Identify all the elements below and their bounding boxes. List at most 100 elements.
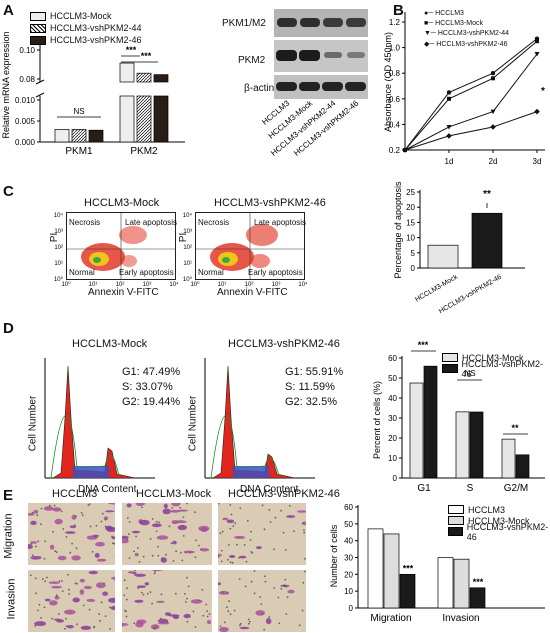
membrane-pore <box>161 557 163 560</box>
membrane-pore <box>303 531 306 534</box>
stained-cell <box>136 585 146 588</box>
stat-s: S: 33.07% <box>122 381 173 393</box>
tick-label: 10¹ <box>54 261 63 267</box>
tick-label: 20 <box>388 434 397 443</box>
membrane-pore <box>55 551 58 553</box>
tick-label: 10² <box>183 245 192 251</box>
membrane-pore <box>250 580 253 583</box>
membrane-pore <box>155 520 158 523</box>
tick-label: 40 <box>344 537 353 546</box>
tick-label: 10¹ <box>183 261 192 267</box>
membrane-pore <box>35 592 37 595</box>
bar <box>427 244 459 269</box>
membrane-pore <box>253 592 256 595</box>
stained-cell <box>30 556 42 560</box>
membrane-pore <box>37 609 39 612</box>
bar <box>136 95 152 143</box>
membrane-pore <box>221 530 224 533</box>
panel-e-ylabel: Number of cells <box>329 524 339 587</box>
membrane-pore <box>285 585 288 588</box>
stained-cell <box>65 531 76 534</box>
stained-cell <box>183 613 191 619</box>
membrane-pore <box>278 622 281 625</box>
tick-label: 0.10 <box>19 46 35 55</box>
membrane-pore <box>35 545 37 548</box>
membrane-pore <box>236 543 238 546</box>
membrane-pore <box>103 582 105 585</box>
bar <box>469 411 484 479</box>
flow-plot-vsh: Necrosis Late apoptosis Normal Early apo… <box>195 212 306 280</box>
membrane-pore <box>159 617 162 620</box>
membrane-pore <box>71 542 73 545</box>
stained-cell <box>198 525 210 532</box>
tick-label: 10⁴ <box>183 212 193 219</box>
membrane-pore <box>123 579 126 582</box>
membrane-pore <box>153 572 156 575</box>
stained-cell <box>265 618 272 625</box>
tick-label: 60 <box>344 503 353 512</box>
significance-label: *** <box>126 45 137 55</box>
membrane-pore <box>239 507 242 510</box>
panel-e-legend: HCCLM3 HCCLM3-Mock HCCLM3-vshPKM2-46 <box>448 504 550 542</box>
bar <box>71 129 87 143</box>
tick-label: 10⁴ <box>54 212 64 219</box>
membrane-pore <box>208 613 211 615</box>
membrane-pore <box>138 561 141 563</box>
membrane-pore <box>301 609 304 612</box>
data-point <box>490 109 496 115</box>
flow-title-vsh: HCCLM3-vshPKM2-46 <box>214 197 326 209</box>
stained-cell <box>171 503 181 507</box>
membrane-pore <box>76 623 78 626</box>
membrane-pore <box>239 622 242 625</box>
tick-label: 0.010 <box>15 96 36 105</box>
tick-label: 50 <box>388 374 397 383</box>
bar <box>367 528 384 609</box>
membrane-pore <box>42 578 44 580</box>
significance-label: * <box>541 86 545 97</box>
membrane-pore <box>54 550 57 553</box>
membrane-pore <box>179 506 182 509</box>
membrane-pore <box>155 530 158 533</box>
membrane-pore <box>109 628 111 630</box>
membrane-pore <box>165 553 167 556</box>
bar <box>88 129 104 143</box>
membrane-pore <box>109 606 111 609</box>
membrane-pore <box>219 625 222 627</box>
quadrant-normal: Normal <box>198 268 224 277</box>
membrane-pore <box>68 593 70 595</box>
blot-pkm1m2 <box>274 9 368 37</box>
membrane-pore <box>44 580 47 583</box>
membrane-pore <box>61 590 64 592</box>
stained-cell <box>162 508 171 515</box>
bar <box>409 382 424 479</box>
membrane-pore <box>29 574 32 577</box>
membrane-pore <box>65 617 67 620</box>
tick-label: 10² <box>116 282 125 288</box>
tick-label: 10³ <box>143 282 152 288</box>
membrane-pore <box>274 516 277 519</box>
tick-label: 30 <box>388 414 397 423</box>
membrane-pore <box>40 507 43 510</box>
stained-cell <box>108 503 115 505</box>
membrane-pore <box>104 525 107 528</box>
hist-stats-mock: G1: 47.49% S: 33.07% G2: 19.44% <box>122 365 180 410</box>
membrane-pore <box>251 552 254 554</box>
stat-g2: G2: 32.5% <box>285 396 337 408</box>
micrograph-migration-mock <box>122 503 212 565</box>
membrane-pore <box>227 610 230 613</box>
membrane-pore <box>174 592 177 595</box>
stained-cell <box>286 515 296 518</box>
tick-label: 0 <box>393 474 398 483</box>
stained-cells <box>29 570 115 630</box>
stained-cell <box>296 510 306 513</box>
data-point <box>535 39 539 44</box>
membrane-pore <box>100 601 103 604</box>
membrane-pore <box>137 587 140 589</box>
membrane-pore <box>263 628 266 631</box>
membrane-pore <box>53 504 56 507</box>
membrane-pore <box>149 591 152 593</box>
membrane-pore <box>284 549 287 551</box>
col-title-vsh: HCCLM3-vshPKM2-46 <box>228 488 340 500</box>
membrane-pore <box>248 622 250 625</box>
membrane-pore <box>198 599 200 602</box>
